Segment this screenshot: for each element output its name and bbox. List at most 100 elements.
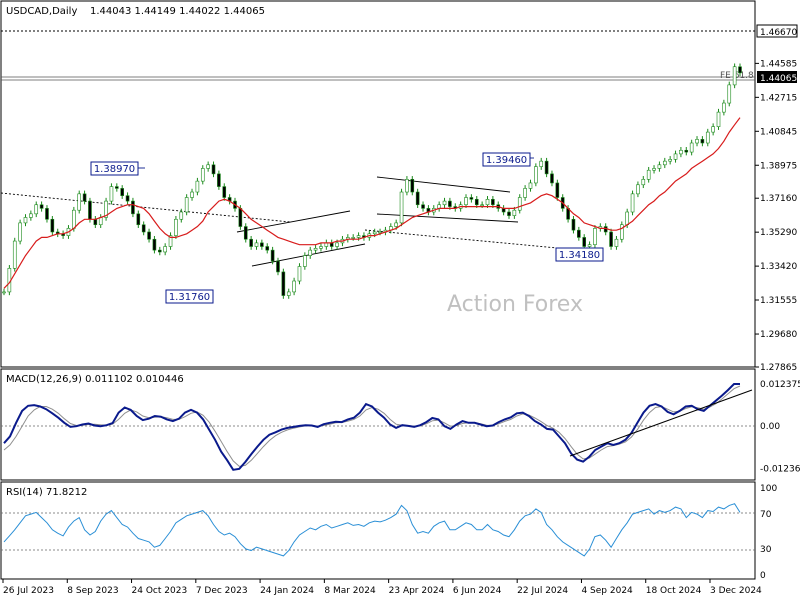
candle-body: [507, 211, 511, 216]
x-tick-label: 24 Oct 2023: [132, 586, 188, 596]
falling-dashed-trendline: [0, 192, 291, 223]
ema-line: [3, 117, 741, 289]
candle-body: [399, 191, 404, 224]
x-tick-label: 8 Sep 2023: [67, 586, 118, 596]
rsi-axis: 100 70 30 0: [760, 484, 777, 581]
price-tag-box: [756, 24, 798, 38]
x-tick-label: 18 Oct 2024: [646, 586, 702, 596]
price-tick-label: 1.44585: [760, 59, 797, 69]
candle-body: [163, 246, 167, 253]
rsi-tick-label: 30: [760, 545, 772, 555]
x-tick-label: 4 Sep 2024: [581, 586, 633, 596]
candle-body: [211, 164, 216, 175]
annotation-text: 1.38970: [94, 164, 135, 175]
candle-body: [222, 186, 227, 198]
macd-tick-label: -0.012367: [760, 464, 800, 474]
candle-body: [265, 246, 270, 251]
macd-line: [3, 383, 740, 471]
candle-body: [716, 111, 721, 127]
candle-body: [356, 235, 361, 238]
price-tag-current: 1.44065: [757, 71, 797, 84]
candle-body: [582, 237, 587, 247]
candle-body: [577, 229, 581, 238]
candle-body: [93, 218, 98, 226]
candle-body: [12, 240, 17, 269]
candle-body: [2, 291, 6, 294]
candle-body: [179, 211, 184, 220]
price-tick-label: 1.27865: [760, 363, 797, 373]
candle-body: [378, 231, 382, 234]
candle-body: [98, 217, 103, 226]
candle-body: [136, 213, 141, 226]
candle-body: [168, 235, 173, 247]
channel-upper-line: [236, 210, 351, 233]
candle-body: [550, 173, 554, 184]
candle-body: [88, 200, 92, 220]
candle-body: [474, 198, 479, 206]
price-panel: USDCAD,Daily 1.44043 1.44149 1.44022 1.4…: [0, 0, 798, 373]
candle-body: [410, 179, 415, 193]
candle-body: [523, 188, 527, 198]
candle-body: [528, 182, 533, 189]
annotation-box: [90, 161, 139, 176]
candle-body: [303, 255, 307, 267]
candle-body: [630, 193, 635, 213]
annotation-text: 1.39460: [486, 155, 527, 166]
x-tick-label: 26 Jul 2023: [3, 586, 54, 596]
candle-body: [539, 160, 544, 167]
candle-body: [657, 164, 662, 169]
candle-body: [313, 248, 318, 251]
price-axis: 1.44585 1.42715 1.40845 1.38975 1.37160 1.352…: [755, 59, 797, 373]
candle-body: [641, 179, 646, 186]
price-tick-label: 1.38975: [760, 161, 797, 171]
fib-label: FE 61.8: [720, 71, 754, 81]
candle-body: [442, 200, 447, 206]
candle-body: [249, 238, 253, 247]
macd-tick-label: 0.012375: [760, 380, 800, 390]
macd-axis: 0.012375 0.00 -0.012367: [760, 380, 800, 474]
candle-body: [652, 168, 656, 171]
price-tag-resistance: 1.46670: [756, 24, 798, 38]
rsi-tick-label: 100: [760, 484, 777, 494]
candle-body: [415, 191, 420, 206]
triangle-upper-line: [376, 176, 511, 193]
candle-body: [82, 193, 87, 202]
x-tick-label: 8 Mar 2024: [324, 586, 376, 596]
candle-body: [727, 84, 732, 104]
candle-body: [23, 217, 28, 224]
candle-body: [206, 164, 210, 169]
x-tick-label: 3 Dec 2024: [710, 586, 762, 596]
annotation-box: [482, 152, 531, 167]
x-tick-label: 24 Jan 2024: [260, 586, 314, 596]
candle-body: [517, 197, 522, 211]
candle-body: [50, 218, 55, 233]
candle-body: [593, 228, 597, 245]
candle-body: [722, 102, 726, 113]
watermark: Action Forex: [447, 292, 583, 317]
candle-body: [673, 153, 678, 160]
price-tick-label: 1.33420: [760, 262, 797, 272]
candle-body: [308, 249, 313, 256]
candle-body: [625, 211, 629, 226]
annotation-box: [555, 247, 604, 262]
candle-body: [587, 244, 592, 247]
price-panel-frame: [0, 0, 756, 368]
price-tick-label: 1.29680: [760, 330, 797, 340]
candle-body: [738, 66, 742, 74]
candle-body: [480, 204, 484, 207]
candle-body: [351, 237, 355, 239]
candle-body: [72, 209, 76, 229]
candle-body: [29, 213, 33, 218]
candle-body: [286, 291, 291, 296]
candle-body: [372, 231, 377, 235]
price-tag-text: 1.44065: [760, 74, 797, 84]
price-annotation-1: 1.38970: [90, 161, 145, 176]
candle-body: [243, 226, 248, 240]
rsi-panel-frame: [0, 481, 756, 580]
candle-body: [646, 169, 651, 180]
candle-body: [464, 197, 468, 206]
candle-body: [620, 224, 624, 240]
candle-body: [448, 200, 452, 207]
price-tick-label: 1.37160: [760, 194, 797, 204]
